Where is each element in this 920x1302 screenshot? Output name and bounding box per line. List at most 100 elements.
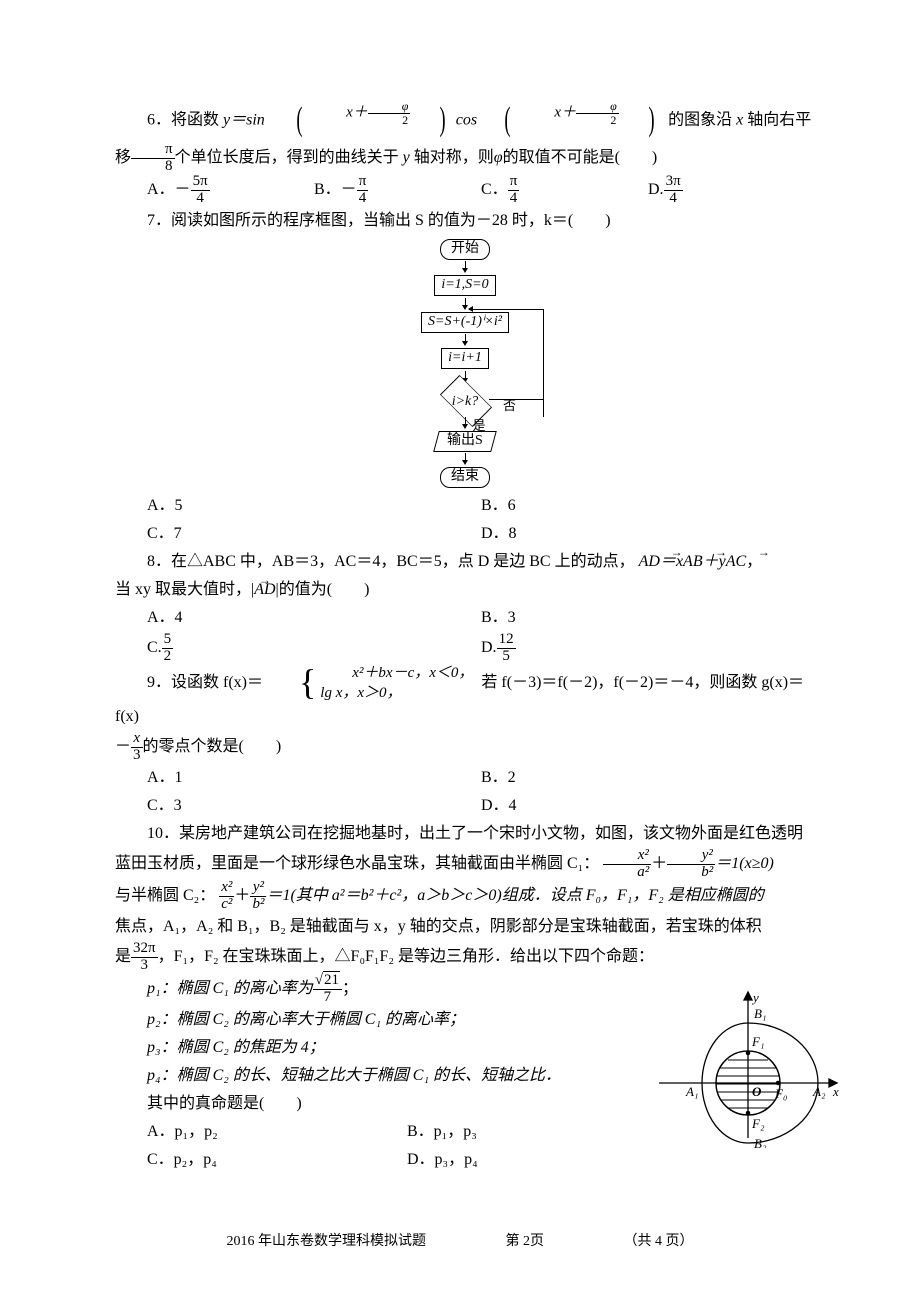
page-footer: 2016 年山东卷数学理科模拟试题 第 2页 （共 4 页） [0, 1230, 920, 1255]
text: ＝1(x≥0) [715, 855, 774, 872]
text: π [508, 174, 520, 190]
fraction: π8 [131, 142, 175, 175]
q10-options: A．p₁，p₂ B．p₁，p₃ [115, 1118, 667, 1146]
text: D. [648, 181, 664, 198]
text: b² [250, 896, 266, 913]
text: 8．在△ABC 中，AB＝3，AC＝4，BC＝5，点 D 是边 BC 上的动点， [147, 553, 635, 570]
text: x² [603, 848, 651, 864]
rparen-icon: ) [422, 103, 446, 137]
vector-ab: AB [683, 553, 703, 570]
text: p₁：椭圆 C₁ 的离心率为 [147, 980, 313, 997]
text: y² [667, 848, 715, 864]
fraction: x＋φ2 [312, 100, 412, 142]
q10-stem: 10．某房地产建筑公司在挖掘地基时，出土了一个宋时小文物，如图，该文物外面是红色… [115, 820, 815, 881]
text: D. [481, 639, 497, 656]
text: c² [219, 896, 234, 913]
q10-opt-d: D．p₃，p₄ [407, 1146, 667, 1174]
loop-line [469, 309, 544, 310]
text: ； [342, 980, 358, 997]
svg-text:F₀: F₀ [774, 1086, 787, 1101]
q8-opt-a: A．4 [147, 604, 481, 632]
q10-options: C．p₂，p₄ D．p₃，p₄ [115, 1146, 667, 1174]
svg-text:O: O [752, 1084, 762, 1099]
text: 3 [131, 957, 158, 974]
vector-ac: AC [726, 553, 746, 570]
text: cos [456, 112, 477, 129]
arrow-down-icon: 是 [385, 417, 545, 429]
svg-text:F₁: F₁ [751, 1034, 764, 1049]
text: 4 [191, 190, 210, 207]
q7-opt-b: B．6 [481, 492, 815, 520]
fc-end: 结束 [440, 467, 490, 488]
lparen-icon: ( [487, 103, 511, 137]
q7-options: A．5 B．6 [115, 492, 815, 520]
q8-options: C.52 D.125 [115, 632, 815, 665]
flowchart: 开始 i=1,S=0 S=S+(-1)ⁱ×i² i=i+1 i>k? 否 是 输… [385, 237, 545, 490]
q10-stem-line3: 焦点，A₁，A₂ 和 B₁，B₂ 是轴截面与 x，y 轴的交点，阴影部分是宝珠轴… [115, 913, 815, 941]
fc-no-label: 否 [503, 395, 516, 418]
text: 的取值不可能是( ) [503, 149, 658, 166]
text: 4 [357, 190, 369, 207]
footer-right: （共 4 页） [624, 1230, 694, 1255]
text: φ [576, 100, 619, 113]
text: a² [603, 864, 651, 881]
text: 的零点个数是( ) [143, 738, 282, 755]
text: 是 [115, 948, 131, 965]
q6-options: A．－5π4 B．－π4 C．π4 D.3π4 [115, 174, 815, 207]
q10: 10．某房地产建筑公司在挖掘地基时，出土了一个宋时小文物，如图，该文物外面是红色… [115, 820, 815, 1174]
footer-mid: 第 2页 [506, 1230, 545, 1255]
text: 4 [508, 190, 520, 207]
text: i>k? [385, 390, 545, 415]
q9-opt-c: C．3 [147, 792, 481, 820]
text: 3 [131, 747, 143, 764]
text: 21 [323, 971, 340, 988]
q6-opt-d: D.3π4 [648, 174, 815, 207]
q10-opt-b: B．p₁，p₃ [407, 1118, 667, 1146]
text: ＋ [651, 855, 667, 872]
text: lg x，x＞0， [320, 685, 401, 701]
q6-stem: 6．将函数 y＝sin (x＋φ2 )cos(x＋φ2 ) 的图象沿 x 轴向右… [115, 100, 815, 174]
footer-left: 2016 年山东卷数学理科模拟试题 [227, 1230, 427, 1255]
text: ，F₁，F₂ 在宝珠珠面上，△F₀F₁F₂ 是等边三角形．给出以下四个命题： [158, 948, 654, 965]
text: 5 [497, 648, 516, 665]
q8-options: A．4 B．3 [115, 604, 815, 632]
q10-opt-c: C．p₂，p₄ [147, 1146, 407, 1174]
text: x＋ [554, 105, 576, 121]
text: 5π [191, 174, 210, 190]
text: 当 xy 取最大值时，| [115, 581, 254, 598]
text: 轴对称，则 [410, 149, 494, 166]
q9-options: A．1 B．2 [115, 764, 815, 792]
text: C. [147, 639, 162, 656]
text: 2 [162, 648, 174, 665]
q6: 6．将函数 y＝sin (x＋φ2 )cos(x＋φ2 ) 的图象沿 x 轴向右… [115, 100, 815, 207]
text: 的图象沿 [668, 112, 736, 129]
text: |的值为( ) [276, 581, 370, 598]
text: 个单位长度后，得到的曲线关于 [175, 149, 403, 166]
arrow-down-icon [385, 261, 545, 273]
arrow-down-icon [385, 334, 545, 346]
fc-body: S=S+(-1)ⁱ×i² [421, 312, 509, 333]
text: ＝1(其中 a²＝b²＋c²，a＞b＞c＞0)组成．设点 F₀，F₁，F₂ 是相… [266, 887, 763, 904]
q10-opt-a: A．p₁，p₂ [147, 1118, 407, 1146]
arrow-down-icon [385, 453, 545, 465]
svg-text:B₁: B₁ [754, 1006, 766, 1021]
fc-init: i=1,S=0 [434, 275, 495, 296]
text: 输出S [447, 433, 483, 450]
text: A．－ [147, 181, 191, 198]
svg-text:A₂: A₂ [812, 1084, 826, 1099]
text: φ [368, 100, 411, 113]
svg-text:F₂: F₂ [751, 1116, 765, 1131]
q10-p4: p₄：椭圆 C₂ 的长、短轴之比大于椭圆 C₁ 的长、短轴之比． [115, 1062, 627, 1090]
svg-text:x: x [832, 1084, 839, 1099]
text: 3π [664, 174, 683, 190]
q9-options: C．3 D．4 [115, 792, 815, 820]
text: 与半椭圆 C₂： [115, 887, 215, 904]
text: φ [494, 149, 503, 166]
q9-opt-a: A．1 [147, 764, 481, 792]
fraction: x＋φ2 [520, 100, 620, 142]
loop-line [543, 309, 544, 417]
text: 6．将函数 [147, 112, 223, 129]
q8-opt-c: C.52 [147, 632, 481, 665]
text: y＝sin [223, 112, 265, 129]
text: 5 [162, 632, 174, 648]
